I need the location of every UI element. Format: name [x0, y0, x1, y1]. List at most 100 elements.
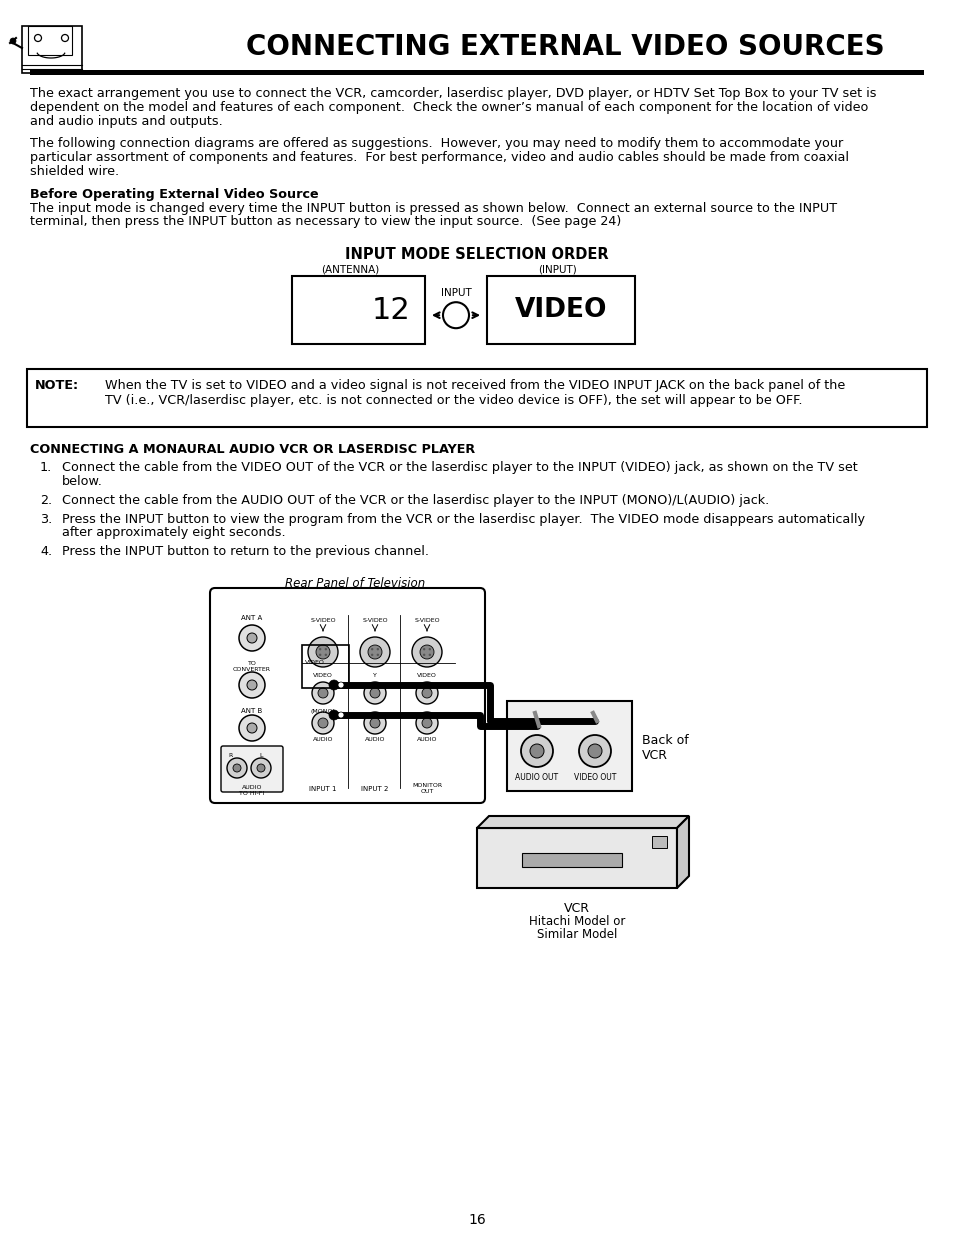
Text: The input mode is changed every time the INPUT button is pressed as shown below.: The input mode is changed every time the… — [30, 201, 836, 215]
Bar — [506, 701, 631, 790]
Text: Rear Panel of Television: Rear Panel of Television — [285, 577, 425, 590]
Text: Hitachi Model or: Hitachi Model or — [528, 915, 624, 927]
Text: AUDIO: AUDIO — [416, 737, 436, 742]
Text: particular assortment of components and features.  For best performance, video a: particular assortment of components and … — [30, 151, 848, 164]
Text: When the TV is set to VIDEO and a video signal is not received from the VIDEO IN: When the TV is set to VIDEO and a video … — [105, 379, 844, 393]
Circle shape — [428, 653, 431, 656]
Text: and audio inputs and outputs.: and audio inputs and outputs. — [30, 115, 222, 127]
FancyBboxPatch shape — [221, 746, 283, 792]
Circle shape — [359, 637, 390, 667]
Text: shielded wire.: shielded wire. — [30, 165, 119, 178]
Text: The exact arrangement you use to connect the VCR, camcorder, laserdisc player, D: The exact arrangement you use to connect… — [30, 86, 876, 100]
Text: MONITOR
OUT: MONITOR OUT — [412, 783, 441, 794]
Circle shape — [520, 735, 553, 767]
Circle shape — [530, 743, 543, 758]
Bar — [27, 369, 926, 427]
Text: (INPUT): (INPUT) — [538, 264, 577, 274]
Text: ANT B: ANT B — [241, 708, 262, 714]
Bar — [292, 277, 424, 345]
Circle shape — [247, 722, 256, 734]
Text: Y: Y — [373, 673, 376, 678]
Text: INPUT: INPUT — [440, 288, 471, 298]
Text: (ANTENNA): (ANTENNA) — [320, 264, 378, 274]
Bar — [22, 26, 82, 73]
Circle shape — [421, 718, 432, 727]
Text: below.: below. — [62, 475, 103, 488]
Circle shape — [318, 648, 321, 651]
Circle shape — [10, 38, 16, 44]
Text: AUDIO: AUDIO — [313, 737, 333, 742]
FancyBboxPatch shape — [210, 588, 484, 803]
Text: INPUT 2: INPUT 2 — [361, 785, 388, 792]
Circle shape — [371, 653, 373, 656]
Text: ANT A: ANT A — [241, 615, 262, 621]
Circle shape — [324, 648, 327, 651]
Text: Connect the cable from the VIDEO OUT of the VCR or the laserdisc player to the I: Connect the cable from the VIDEO OUT of … — [62, 461, 857, 474]
Circle shape — [329, 710, 338, 720]
Text: NOTE:: NOTE: — [35, 379, 79, 393]
Circle shape — [318, 653, 321, 656]
Text: TV (i.e., VCR/laserdisc player, etc. is not connected or the video device is OFF: TV (i.e., VCR/laserdisc player, etc. is … — [105, 394, 801, 408]
Text: VIDEO: VIDEO — [313, 673, 333, 678]
Circle shape — [416, 713, 437, 734]
Circle shape — [422, 653, 425, 656]
Circle shape — [376, 653, 378, 656]
Bar — [521, 853, 621, 867]
Circle shape — [239, 715, 265, 741]
Text: AUDIO: AUDIO — [364, 737, 385, 742]
Text: Similar Model: Similar Model — [537, 927, 617, 941]
Text: CONNECTING EXTERNAL VIDEO SOURCES: CONNECTING EXTERNAL VIDEO SOURCES — [246, 33, 883, 61]
Circle shape — [317, 688, 328, 698]
Circle shape — [370, 718, 379, 727]
Circle shape — [317, 718, 328, 727]
Circle shape — [412, 637, 441, 667]
Circle shape — [337, 682, 344, 688]
Bar — [486, 277, 635, 345]
Text: Before Operating External Video Source: Before Operating External Video Source — [30, 188, 318, 201]
Circle shape — [308, 637, 337, 667]
Text: 1.: 1. — [40, 461, 52, 474]
Text: 3.: 3. — [40, 513, 52, 526]
Bar — [30, 70, 923, 75]
Polygon shape — [476, 816, 688, 827]
Circle shape — [239, 625, 265, 651]
Circle shape — [239, 672, 265, 698]
Text: AUDIO
TO HI-FI: AUDIO TO HI-FI — [239, 785, 264, 795]
Text: R: R — [229, 753, 233, 758]
Text: TO
CONVERTER: TO CONVERTER — [233, 661, 271, 672]
Circle shape — [422, 648, 425, 651]
Circle shape — [364, 713, 386, 734]
Circle shape — [371, 648, 373, 651]
Text: terminal, then press the INPUT button as necessary to view the input source.  (S: terminal, then press the INPUT button as… — [30, 215, 620, 228]
Bar — [476, 827, 677, 888]
Text: AUDIO OUT: AUDIO OUT — [515, 773, 558, 782]
Circle shape — [442, 303, 469, 329]
Text: L: L — [259, 753, 262, 758]
Circle shape — [368, 645, 381, 659]
Text: VCR: VCR — [641, 750, 667, 762]
Text: S-VIDEO: S-VIDEO — [362, 618, 388, 622]
Text: 12: 12 — [371, 295, 410, 325]
Circle shape — [376, 648, 378, 651]
Circle shape — [364, 682, 386, 704]
Polygon shape — [677, 816, 688, 888]
Text: VIDEO: VIDEO — [416, 673, 436, 678]
Text: VIDEO: VIDEO — [515, 298, 607, 324]
Circle shape — [315, 645, 330, 659]
Text: CONNECTING A MONAURAL AUDIO VCR OR LASERDISC PLAYER: CONNECTING A MONAURAL AUDIO VCR OR LASER… — [30, 443, 475, 456]
Circle shape — [247, 680, 256, 690]
Text: 16: 16 — [468, 1213, 485, 1228]
Text: INPUT MODE SELECTION ORDER: INPUT MODE SELECTION ORDER — [345, 247, 608, 262]
Text: VCR: VCR — [563, 902, 589, 915]
Circle shape — [247, 634, 256, 643]
Circle shape — [312, 682, 334, 704]
Circle shape — [370, 688, 379, 698]
Circle shape — [312, 713, 334, 734]
Circle shape — [419, 645, 434, 659]
Circle shape — [227, 758, 247, 778]
Text: Connect the cable from the AUDIO OUT of the VCR or the laserdisc player to the I: Connect the cable from the AUDIO OUT of … — [62, 494, 768, 506]
Circle shape — [324, 653, 327, 656]
Text: VIDEO OUT: VIDEO OUT — [573, 773, 616, 782]
Circle shape — [337, 713, 344, 718]
Text: (MONO): (MONO) — [311, 709, 335, 714]
